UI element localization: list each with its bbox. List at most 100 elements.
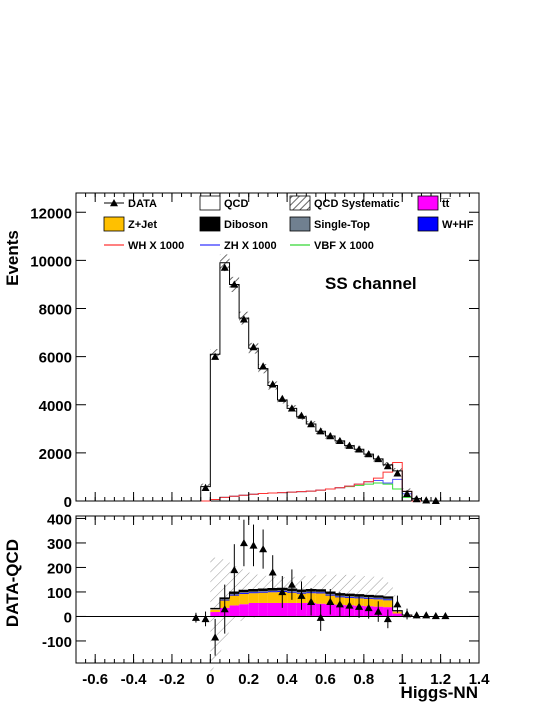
residual-data-point [326, 597, 335, 605]
residual-data-point [297, 591, 306, 599]
y-tick-label: 300 [47, 536, 72, 553]
x-tick-label: 1 [398, 671, 406, 688]
x-tick-label: -0.6 [82, 671, 108, 688]
legend-swatch-box [417, 216, 439, 232]
stack-bar [248, 592, 259, 594]
legend-label: QCD [224, 198, 249, 210]
legend-label: t̅t̅ [440, 198, 452, 210]
y-tick-label: 200 [47, 560, 72, 577]
data-point [316, 427, 325, 435]
y-tick-label: 400 [47, 511, 72, 528]
wh-signal-line [76, 462, 479, 502]
stack-bar [239, 604, 249, 617]
data-point [431, 496, 440, 504]
stack-bar [392, 613, 403, 617]
legend-label: VBF X 1000 [314, 240, 374, 252]
stack-bar [210, 612, 220, 617]
y-tick-label: 12000 [30, 205, 72, 222]
residual-data-point [364, 603, 373, 612]
y-tick-label: 2000 [39, 446, 72, 463]
residual-data-point [355, 602, 364, 610]
stack-bar [258, 589, 268, 591]
legend-swatch-box [289, 195, 311, 211]
residual-data-point [374, 607, 383, 615]
data-point [383, 462, 392, 470]
stack-bar [258, 592, 268, 603]
residual-data-point [211, 633, 220, 641]
residual-data-point [287, 580, 296, 588]
stack-bar [267, 602, 278, 617]
legend-swatch-box [289, 216, 311, 232]
residual-data-point [239, 538, 248, 547]
stack-bar [267, 590, 278, 592]
stack-bar [239, 593, 249, 605]
stack-bar [258, 590, 268, 592]
stack-bar [248, 593, 259, 603]
x-tick-label: 0 [206, 671, 214, 688]
legend-swatch-box [103, 216, 125, 232]
x-tick-label: 1.2 [430, 671, 451, 688]
stack-bar [248, 591, 259, 593]
stack-bar [383, 599, 393, 601]
x-tick-label: 0.4 [277, 671, 299, 688]
stack-bar [239, 592, 249, 593]
stack-bar [373, 595, 384, 598]
legend-label: Z+Jet [128, 219, 157, 231]
data-point [412, 495, 421, 503]
legend-label: Single-Top [314, 219, 370, 231]
residual-data-point [191, 613, 200, 621]
stack-bar [267, 591, 278, 593]
y-tick-label: -100 [42, 634, 72, 651]
stack-bar [363, 595, 374, 598]
residual-data-point [249, 541, 258, 549]
x-tick-label: 0.6 [315, 671, 336, 688]
legend-swatch-box [417, 195, 439, 211]
data-point [268, 380, 277, 388]
legend-swatch-box [199, 195, 221, 211]
stack-bar [258, 591, 268, 593]
stack-bar [229, 605, 240, 617]
data-point [259, 362, 268, 370]
stack-bar [383, 600, 393, 608]
stack-bar [315, 592, 326, 594]
x-tick-label: 0.2 [238, 671, 259, 688]
data-point [201, 483, 210, 491]
y-tick-label: 0 [64, 494, 72, 511]
y-tick-label: 10000 [30, 253, 72, 270]
data-point [230, 280, 239, 288]
residual-data-point [201, 614, 210, 623]
residual-data-point [431, 611, 440, 620]
x-tick-label: 0.8 [353, 671, 374, 688]
stack-bar [373, 597, 384, 599]
data-point [326, 432, 335, 440]
residual-data-point [220, 605, 229, 613]
data-point [287, 404, 296, 412]
stack-bar [277, 602, 288, 617]
stack-bar [258, 602, 268, 617]
y-tick-label: 0 [64, 609, 72, 626]
stack-bar [383, 596, 393, 599]
data-point [307, 420, 316, 428]
x-tick-label: -0.2 [159, 671, 185, 688]
legend-label: WH X 1000 [128, 240, 184, 252]
y-tick-label: 8000 [39, 302, 72, 319]
legend-label: ZH X 1000 [224, 240, 277, 252]
legend-label: W+HF [442, 219, 474, 231]
legend: DATA QCD QCD Systematic t̅t̅ Z+Jet Diboson Sin… [103, 195, 474, 252]
legend-label: DATA [128, 198, 157, 210]
data-point [374, 454, 383, 463]
residual-data-point [230, 565, 239, 574]
bottom-y-axis-title: DATA-QCD [3, 539, 22, 627]
bottom-panel: -0.6 -0.4 -0.2 0 0.2 0.4 0.6 0.8 1 1.2 1.4 -100 0 100… [3, 511, 490, 702]
residual-data-point [268, 568, 277, 576]
residual-data-point [335, 600, 344, 608]
residual-data-point [307, 597, 316, 605]
residual-data-point [412, 611, 421, 619]
channel-annotation: SS channel [325, 274, 417, 293]
stack-bar [229, 595, 240, 606]
stack-bar [383, 598, 393, 600]
residual-data-point [278, 587, 287, 596]
residual-data-point [393, 600, 402, 608]
data-point [345, 441, 354, 449]
residual-data-point [259, 545, 268, 553]
